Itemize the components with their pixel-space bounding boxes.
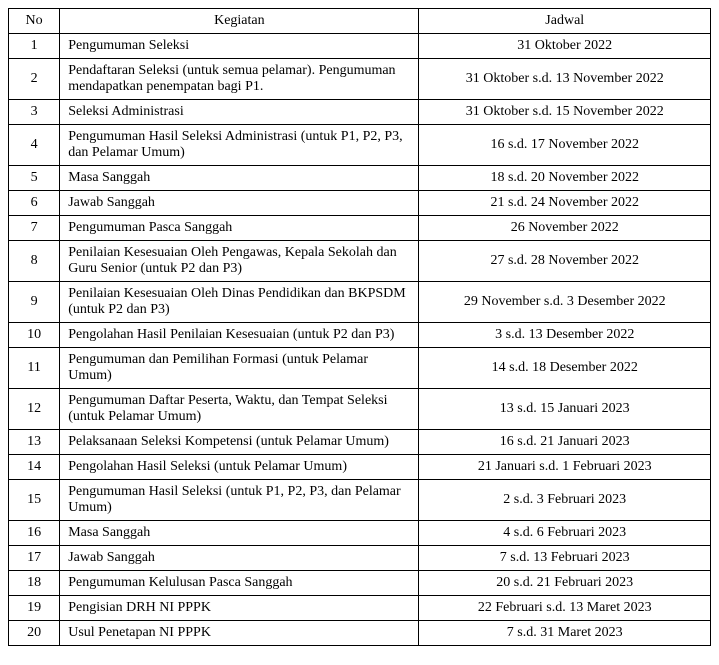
cell-kegiatan: Pelaksanaan Seleksi Kompetensi (untuk Pe… (60, 430, 419, 455)
cell-jadwal: 16 s.d. 21 Januari 2023 (419, 430, 711, 455)
cell-kegiatan: Masa Sanggah (60, 521, 419, 546)
cell-kegiatan: Pendaftaran Seleksi (untuk semua pelamar… (60, 59, 419, 100)
table-row: 7Pengumuman Pasca Sanggah26 November 202… (9, 216, 711, 241)
cell-no: 18 (9, 571, 60, 596)
table-row: 2Pendaftaran Seleksi (untuk semua pelama… (9, 59, 711, 100)
cell-no: 12 (9, 389, 60, 430)
header-no: No (9, 9, 60, 34)
cell-kegiatan: Pengumuman Pasca Sanggah (60, 216, 419, 241)
cell-no: 19 (9, 596, 60, 621)
cell-no: 17 (9, 546, 60, 571)
table-row: 5Masa Sanggah18 s.d. 20 November 2022 (9, 166, 711, 191)
table-row: 9Penilaian Kesesuaian Oleh Dinas Pendidi… (9, 282, 711, 323)
cell-no: 5 (9, 166, 60, 191)
cell-no: 6 (9, 191, 60, 216)
cell-jadwal: 4 s.d. 6 Februari 2023 (419, 521, 711, 546)
cell-jadwal: 18 s.d. 20 November 2022 (419, 166, 711, 191)
cell-no: 15 (9, 480, 60, 521)
cell-kegiatan: Pengolahan Hasil Seleksi (untuk Pelamar … (60, 455, 419, 480)
cell-jadwal: 7 s.d. 13 Februari 2023 (419, 546, 711, 571)
table-header-row: No Kegiatan Jadwal (9, 9, 711, 34)
table-row: 18Pengumuman Kelulusan Pasca Sanggah20 s… (9, 571, 711, 596)
cell-jadwal: 26 November 2022 (419, 216, 711, 241)
cell-jadwal: 21 s.d. 24 November 2022 (419, 191, 711, 216)
cell-jadwal: 31 Oktober s.d. 13 November 2022 (419, 59, 711, 100)
cell-jadwal: 29 November s.d. 3 Desember 2022 (419, 282, 711, 323)
cell-no: 10 (9, 323, 60, 348)
cell-jadwal: 14 s.d. 18 Desember 2022 (419, 348, 711, 389)
cell-no: 2 (9, 59, 60, 100)
schedule-table: No Kegiatan Jadwal 1Pengumuman Seleksi31… (8, 8, 711, 646)
cell-jadwal: 3 s.d. 13 Desember 2022 (419, 323, 711, 348)
cell-jadwal: 21 Januari s.d. 1 Februari 2023 (419, 455, 711, 480)
table-row: 6Jawab Sanggah21 s.d. 24 November 2022 (9, 191, 711, 216)
table-row: 19Pengisian DRH NI PPPK22 Februari s.d. … (9, 596, 711, 621)
table-row: 20Usul Penetapan NI PPPK7 s.d. 31 Maret … (9, 621, 711, 646)
cell-no: 1 (9, 34, 60, 59)
cell-no: 9 (9, 282, 60, 323)
cell-kegiatan: Masa Sanggah (60, 166, 419, 191)
cell-no: 16 (9, 521, 60, 546)
cell-jadwal: 31 Oktober s.d. 15 November 2022 (419, 100, 711, 125)
table-row: 16Masa Sanggah4 s.d. 6 Februari 2023 (9, 521, 711, 546)
table-row: 17Jawab Sanggah7 s.d. 13 Februari 2023 (9, 546, 711, 571)
cell-no: 11 (9, 348, 60, 389)
table-row: 15Pengumuman Hasil Seleksi (untuk P1, P2… (9, 480, 711, 521)
table-row: 4Pengumuman Hasil Seleksi Administrasi (… (9, 125, 711, 166)
table-row: 3Seleksi Administrasi31 Oktober s.d. 15 … (9, 100, 711, 125)
cell-kegiatan: Pengumuman Daftar Peserta, Waktu, dan Te… (60, 389, 419, 430)
header-kegiatan: Kegiatan (60, 9, 419, 34)
cell-no: 20 (9, 621, 60, 646)
cell-kegiatan: Pengisian DRH NI PPPK (60, 596, 419, 621)
cell-jadwal: 13 s.d. 15 Januari 2023 (419, 389, 711, 430)
table-row: 11Pengumuman dan Pemilihan Formasi (untu… (9, 348, 711, 389)
cell-kegiatan: Seleksi Administrasi (60, 100, 419, 125)
cell-jadwal: 27 s.d. 28 November 2022 (419, 241, 711, 282)
cell-kegiatan: Pengumuman Seleksi (60, 34, 419, 59)
cell-jadwal: 2 s.d. 3 Februari 2023 (419, 480, 711, 521)
cell-jadwal: 7 s.d. 31 Maret 2023 (419, 621, 711, 646)
header-jadwal: Jadwal (419, 9, 711, 34)
cell-kegiatan: Penilaian Kesesuaian Oleh Dinas Pendidik… (60, 282, 419, 323)
table-row: 14Pengolahan Hasil Seleksi (untuk Pelama… (9, 455, 711, 480)
cell-kegiatan: Pengumuman Hasil Seleksi (untuk P1, P2, … (60, 480, 419, 521)
cell-kegiatan: Usul Penetapan NI PPPK (60, 621, 419, 646)
table-row: 10Pengolahan Hasil Penilaian Kesesuaian … (9, 323, 711, 348)
cell-no: 14 (9, 455, 60, 480)
cell-kegiatan: Pengumuman dan Pemilihan Formasi (untuk … (60, 348, 419, 389)
cell-kegiatan: Penilaian Kesesuaian Oleh Pengawas, Kepa… (60, 241, 419, 282)
cell-jadwal: 31 Oktober 2022 (419, 34, 711, 59)
cell-no: 4 (9, 125, 60, 166)
cell-kegiatan: Pengumuman Kelulusan Pasca Sanggah (60, 571, 419, 596)
cell-kegiatan: Pengumuman Hasil Seleksi Administrasi (u… (60, 125, 419, 166)
cell-no: 7 (9, 216, 60, 241)
cell-jadwal: 22 Februari s.d. 13 Maret 2023 (419, 596, 711, 621)
cell-no: 3 (9, 100, 60, 125)
cell-jadwal: 16 s.d. 17 November 2022 (419, 125, 711, 166)
table-row: 1Pengumuman Seleksi31 Oktober 2022 (9, 34, 711, 59)
table-row: 13Pelaksanaan Seleksi Kompetensi (untuk … (9, 430, 711, 455)
cell-no: 13 (9, 430, 60, 455)
cell-jadwal: 20 s.d. 21 Februari 2023 (419, 571, 711, 596)
cell-no: 8 (9, 241, 60, 282)
table-row: 8Penilaian Kesesuaian Oleh Pengawas, Kep… (9, 241, 711, 282)
table-row: 12Pengumuman Daftar Peserta, Waktu, dan … (9, 389, 711, 430)
cell-kegiatan: Pengolahan Hasil Penilaian Kesesuaian (u… (60, 323, 419, 348)
cell-kegiatan: Jawab Sanggah (60, 191, 419, 216)
cell-kegiatan: Jawab Sanggah (60, 546, 419, 571)
